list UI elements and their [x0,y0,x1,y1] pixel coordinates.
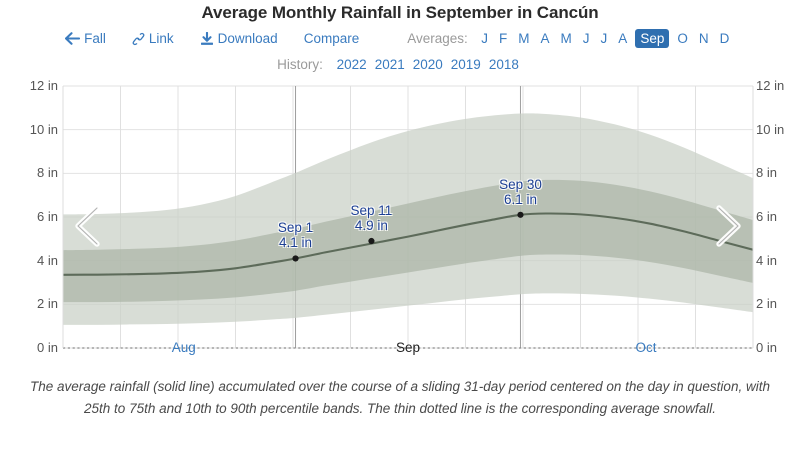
annotation-date: Sep 30 [499,176,542,192]
download-label: Download [217,31,278,46]
averages-label: Averages: [407,31,468,46]
percentile-band-25-75 [63,179,753,303]
annotation-value: 6.1 in [503,191,537,207]
back-label: Fall [84,31,106,46]
month-chip-n-10[interactable]: N [698,31,709,46]
month-chip-m-4[interactable]: M [560,31,572,46]
history-year-2021[interactable]: 2021 [374,57,405,72]
y-tick-left-8: 8 in [37,165,58,181]
month-chip-j-6[interactable]: J [600,31,608,46]
y-tick-left-2: 2 in [37,296,58,312]
month-chip-j-5[interactable]: J [582,31,590,46]
compare-button[interactable]: Compare [304,31,360,46]
toolbar: Fall Link Download Compare Averages [0,29,800,48]
annotation-sep-30: Sep 30 6.1 in [499,177,542,207]
y-tick-right-2: 2 in [756,296,777,312]
history-row: History: 2022 2021 2020 2019 2018 [0,57,800,72]
chart-caption: The average rainfall (solid line) accumu… [30,379,770,416]
month-list: J F M A M J J A Sep O N D [476,29,735,48]
month-chip-o-9[interactable]: O [677,31,688,46]
averages-month-selector: Averages: J F M A M J J A Sep O N D [407,29,735,48]
link-icon [132,32,145,46]
history-year-2022[interactable]: 2022 [336,57,367,72]
month-chip-sep-8[interactable]: Sep [635,29,670,48]
link-button[interactable]: Link [132,31,174,46]
month-chip-a-3[interactable]: A [540,31,550,46]
chevron-right-icon[interactable] [716,205,741,247]
chevron-left-icon[interactable] [75,205,100,247]
history-year-2020[interactable]: 2020 [412,57,443,72]
back-button[interactable]: Fall [65,31,106,46]
x-tick-aug[interactable]: Aug [171,340,196,355]
y-tick-left-0: 0 in [37,340,58,355]
history-label: History: [277,57,323,72]
x-tick-oct[interactable]: Oct [635,340,657,355]
annotation-dot-sep-1 [292,255,299,262]
page-title: Average Monthly Rainfall in September in… [201,3,599,22]
annotation-date: Sep 11 [350,203,393,219]
x-tick-sep: Sep [395,340,421,355]
y-tick-right-8: 8 in [756,165,777,181]
arrow-left-icon [65,32,81,45]
link-label: Link [148,31,174,46]
history-year-2019[interactable]: 2019 [450,57,481,72]
y-tick-right-6: 6 in [756,209,777,224]
annotation-value: 4.1 in [279,235,313,251]
y-tick-left-4: 4 in [37,252,58,268]
annotation-dots [292,211,524,262]
month-chip-m-2[interactable]: M [518,31,530,46]
annotation-dot-sep-11 [368,237,375,245]
y-tick-right-12: 12 in [756,78,785,93]
y-tick-left-10: 10 in [29,121,58,137]
y-tick-left-6: 6 in [37,209,58,224]
annotation-sep-11: Sep 11 4.9 in [351,203,393,233]
month-chip-j-0[interactable]: J [481,31,489,46]
annotation-value: 4.9 in [354,218,388,234]
y-tick-left-12: 12 in [29,78,58,93]
download-icon [200,31,214,46]
month-chip-a-7[interactable]: A [618,31,628,46]
rainfall-plot [62,85,754,349]
month-chip-f-1[interactable]: F [499,31,508,46]
annotation-sep-1: Sep 1 4.1 in [278,220,313,250]
y-tick-right-4: 4 in [756,252,777,268]
annotation-date: Sep 1 [277,220,314,236]
annotation-dot-sep-30 [517,211,524,218]
compare-label: Compare [303,31,360,46]
month-chip-d-11[interactable]: D [719,31,730,46]
average-rainfall-line [63,212,753,276]
y-tick-right-0: 0 in [756,340,777,355]
history-year-list: 2022 2021 2020 2019 2018 [333,57,523,72]
y-tick-right-10: 10 in [756,121,785,137]
history-year-2018[interactable]: 2018 [488,57,519,72]
download-button[interactable]: Download [200,31,278,46]
chart-area: 0 in 2 in 4 in 6 in 8 in 10 in 12 in 0 in 2 in 4… [0,78,800,368]
